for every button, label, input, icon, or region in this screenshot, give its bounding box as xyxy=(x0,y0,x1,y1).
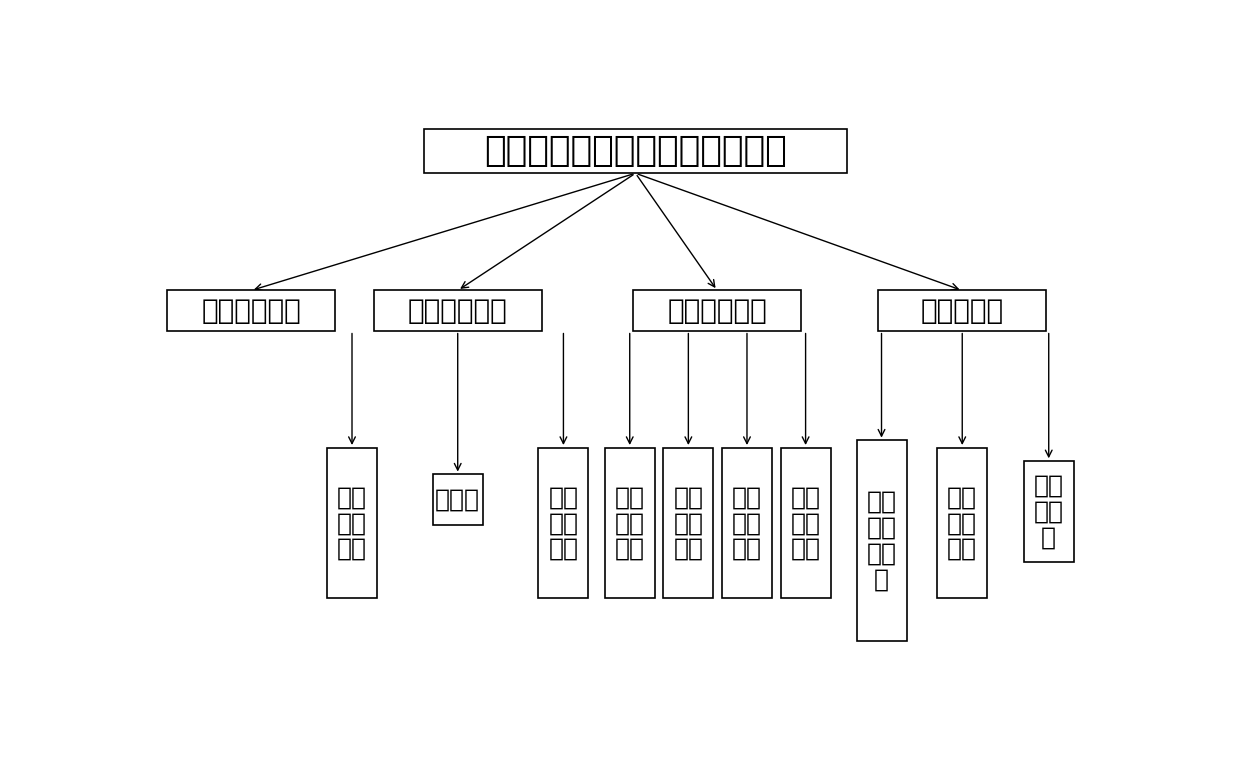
Bar xyxy=(373,291,542,331)
Text: 数据
调取
单元: 数据 调取 单元 xyxy=(337,486,367,561)
Text: 基于大数据的农药残留检测系统: 基于大数据的农药残留检测系统 xyxy=(484,134,787,168)
Text: 数据
上传
单元: 数据 上传 单元 xyxy=(947,486,977,561)
Bar xyxy=(538,448,589,598)
Text: 数据提供模块: 数据提供模块 xyxy=(408,297,507,324)
Bar xyxy=(1024,461,1074,561)
Bar xyxy=(722,448,773,598)
Text: 时间
预测
单元: 时间 预测 单元 xyxy=(732,486,761,561)
Bar xyxy=(167,291,335,331)
Bar xyxy=(781,448,831,598)
Text: 数据处理模块: 数据处理模块 xyxy=(667,297,768,324)
Text: 数据
存储
单元: 数据 存储 单元 xyxy=(548,486,578,561)
Text: 数据库: 数据库 xyxy=(435,488,480,512)
Text: 数据
分析
单元: 数据 分析 单元 xyxy=(615,486,645,561)
Bar xyxy=(663,448,713,598)
Bar xyxy=(424,129,847,173)
Text: 数据
汇总
单元: 数据 汇总 单元 xyxy=(791,486,821,561)
Bar xyxy=(634,291,801,331)
Bar xyxy=(857,440,906,641)
Text: 区块
链节
点: 区块 链节 点 xyxy=(1034,473,1064,549)
Text: 二维
码生
成单
元: 二维 码生 成单 元 xyxy=(867,490,897,591)
Bar xyxy=(433,475,482,525)
Text: 数据输入模块: 数据输入模块 xyxy=(201,297,301,324)
Text: 数据
计算
单元: 数据 计算 单元 xyxy=(673,486,703,561)
Bar xyxy=(937,448,987,598)
Bar xyxy=(327,448,377,598)
Text: 区块链模块: 区块链模块 xyxy=(920,297,1004,324)
Bar xyxy=(878,291,1047,331)
Bar xyxy=(605,448,655,598)
